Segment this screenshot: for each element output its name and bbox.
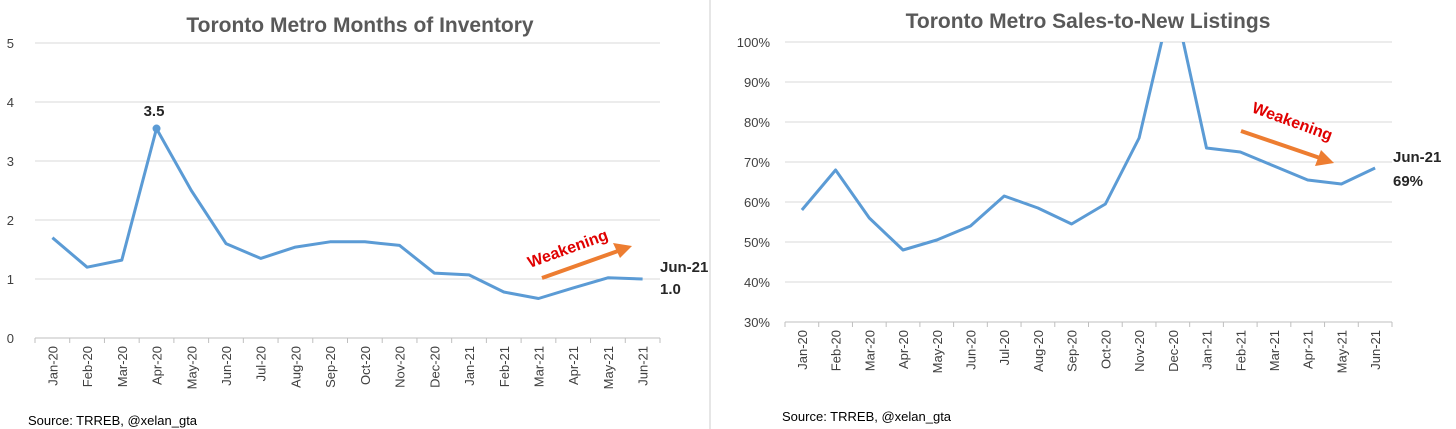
x-tick-label: Jun-20: [219, 346, 234, 386]
x-tick-label: Jan-20: [795, 330, 810, 370]
y-tick-label: 3: [7, 154, 14, 169]
sales-to-listings-chart: Toronto Metro Sales-to-New Listings 30% 4…: [737, 10, 1442, 424]
peak-value-label: 3.5: [144, 103, 165, 120]
x-tick-label: Aug-20: [288, 346, 303, 388]
x-tick-label: Apr-21: [1301, 330, 1316, 369]
peak-point: [152, 124, 161, 133]
gridlines: [785, 41, 1392, 283]
x-tick-label: Dec-20: [1166, 330, 1181, 372]
x-axis-ticks: Jan-20 Feb-20 Mar-20 Apr-20 May-20 Jun-20 Jul-…: [34, 338, 661, 389]
x-tick-label: Sep-20: [323, 346, 338, 388]
y-tick-label: 4: [7, 95, 14, 110]
x-axis-ticks: Jan-20 Feb-20 Mar-20 Apr-20 May-20 Jun-20 Jul-…: [784, 322, 1393, 373]
x-tick-label: Mar-20: [862, 330, 877, 371]
arrow-shaft: [541, 249, 619, 280]
x-tick-label: Mar-20: [115, 346, 130, 387]
end-label-date: Jun-21: [1393, 149, 1441, 166]
x-tick-label: May-21: [1334, 330, 1349, 373]
y-tick-label: 1: [7, 272, 14, 287]
x-tick-label: Jul-20: [997, 330, 1012, 365]
chart-title: Toronto Metro Sales-to-New Listings: [906, 10, 1271, 33]
y-tick-label: 5: [7, 36, 14, 51]
weakening-arrow: [1240, 129, 1334, 166]
x-tick-label: Jan-21: [462, 346, 477, 386]
x-tick-label: Aug-20: [1031, 330, 1046, 372]
y-tick-label: 50%: [744, 235, 770, 250]
x-tick-label: Mar-21: [1267, 330, 1282, 371]
x-tick-label: Mar-21: [531, 346, 546, 387]
x-tick-label: Sep-20: [1065, 330, 1080, 372]
x-tick-label: Feb-21: [497, 346, 512, 387]
y-tick-label: 0: [7, 331, 14, 346]
y-axis-ticks: 0 1 2 3 4 5: [7, 36, 14, 346]
weakening-annotation: Weakening: [526, 227, 611, 272]
x-tick-label: Oct-20: [358, 346, 373, 385]
x-tick-label: May-20: [184, 346, 199, 389]
x-tick-label: Nov-20: [1132, 330, 1147, 372]
source-note: Source: TRREB, @xelan_gta: [782, 409, 952, 424]
y-tick-label: 30%: [744, 315, 770, 330]
panel-divider: [709, 0, 711, 429]
y-tick-label: 40%: [744, 275, 770, 290]
series-line: [800, 42, 1376, 252]
end-label-date: Jun-21: [660, 259, 708, 276]
inventory-chart-panel: Toronto Metro Months of Inventory 0 1 2 3 4 5…: [0, 0, 710, 429]
y-tick-label: 2: [7, 213, 14, 228]
x-tick-label: May-20: [930, 330, 945, 373]
inventory-chart: Toronto Metro Months of Inventory 0 1 2 3 4 5…: [7, 14, 709, 428]
x-tick-label: Apr-20: [150, 346, 165, 385]
arrow-head: [1315, 150, 1334, 166]
x-tick-label: Feb-20: [80, 346, 95, 387]
end-label-value: 1.0: [660, 281, 681, 298]
y-tick-label: 60%: [744, 195, 770, 210]
arrow-shaft: [1240, 129, 1321, 160]
source-note: Source: TRREB, @xelan_gta: [28, 413, 198, 428]
series-polyline: [51, 127, 643, 300]
weakening-arrow: [541, 243, 632, 280]
x-tick-label: Feb-20: [829, 330, 844, 371]
y-tick-label: 90%: [744, 75, 770, 90]
series-polyline: [800, 42, 1376, 252]
sales-to-listings-chart-panel: Toronto Metro Sales-to-New Listings 30% 4…: [712, 0, 1456, 429]
end-label-value: 69%: [1393, 173, 1423, 190]
x-tick-label: Jan-20: [45, 346, 60, 386]
x-tick-label: Feb-21: [1233, 330, 1248, 371]
x-tick-label: Dec-20: [427, 346, 442, 388]
series-line: [51, 124, 643, 300]
chart-title: Toronto Metro Months of Inventory: [186, 14, 534, 37]
y-axis-ticks: 30% 40% 50% 60% 70% 80% 90% 100%: [737, 35, 771, 330]
x-tick-label: Apr-20: [896, 330, 911, 369]
x-tick-label: Nov-20: [393, 346, 408, 388]
x-tick-label: Oct-20: [1098, 330, 1113, 369]
y-tick-label: 70%: [744, 155, 770, 170]
y-tick-label: 80%: [744, 115, 770, 130]
x-tick-label: Apr-21: [566, 346, 581, 385]
x-tick-label: Jun-20: [963, 330, 978, 370]
y-tick-label: 100%: [737, 35, 771, 50]
x-tick-label: May-21: [601, 346, 616, 389]
x-tick-label: Jun-21: [1368, 330, 1383, 370]
arrow-head: [613, 243, 632, 258]
gridlines: [35, 42, 660, 280]
x-tick-label: Jun-21: [636, 346, 651, 386]
x-tick-label: Jan-21: [1200, 330, 1215, 370]
x-tick-label: Jul-20: [254, 346, 269, 381]
